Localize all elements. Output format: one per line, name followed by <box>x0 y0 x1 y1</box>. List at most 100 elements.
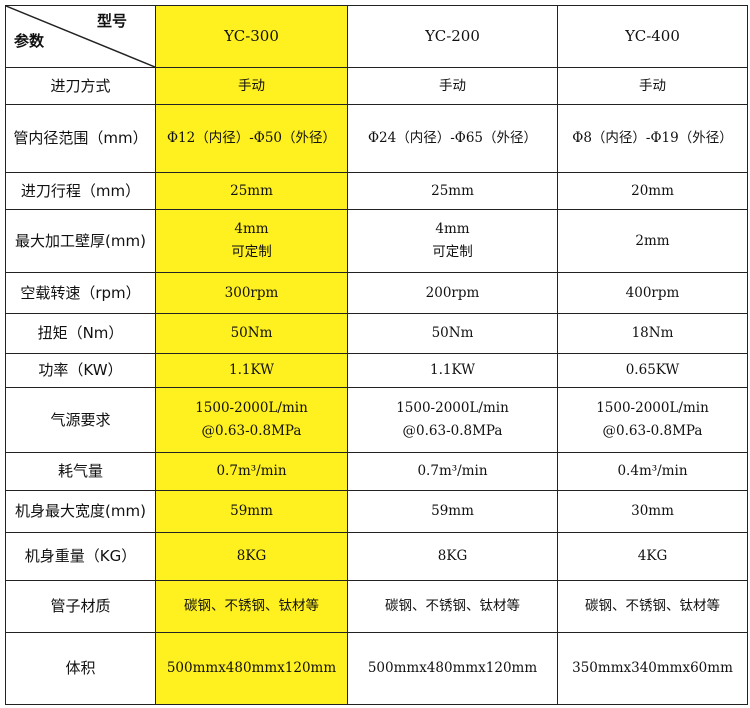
value-line: 手动 <box>439 77 466 94</box>
value-cell: 0.65KW <box>557 353 748 388</box>
value-line: 500mmx480mmx120mm <box>367 660 538 676</box>
value-cell: 4KG <box>557 532 748 581</box>
value-cell: 350mmx340mmx60mm <box>557 632 748 705</box>
param-label: 耗气量 <box>5 452 156 491</box>
value-line: @0.63-0.8MPa <box>602 423 703 439</box>
value-line: 4mm <box>234 221 269 237</box>
table-row: 体积 500mmx480mmx120mm 500mmx480mmx120mm 350m… <box>5 632 748 705</box>
value-cell: 0.4m³/min <box>557 452 748 491</box>
value-line: 2mm <box>635 232 670 249</box>
value-cell: 59mm <box>155 490 348 533</box>
param-label: 机身重量（KG） <box>5 532 156 581</box>
table-row: 最大加工壁厚(mm) 4mm 可定制 4mm 可定制 2mm <box>5 209 748 273</box>
corner-model-label: 型号 <box>96 12 127 30</box>
value-line: 4KG <box>637 548 668 564</box>
value-cell: 碳钢、不锈钢、钛材等 <box>347 580 558 633</box>
value-line: 59mm <box>431 503 474 519</box>
value-cell: 1500-2000L/min @0.63-0.8MPa <box>347 387 558 453</box>
value-cell: 300rpm <box>155 272 348 314</box>
value-cell: 4mm 可定制 <box>155 209 348 273</box>
diagonal-line <box>6 6 155 67</box>
value-cell: 手动 <box>347 67 558 105</box>
value-line: @0.63-0.8MPa <box>201 423 302 439</box>
param-label: 进刀行程（mm） <box>5 172 156 210</box>
value-line: 碳钢、不锈钢、钛材等 <box>585 598 720 614</box>
value-line: 可定制 <box>432 244 473 260</box>
param-label: 管子材质 <box>5 580 156 633</box>
value-line: 50Nm <box>431 325 474 341</box>
value-cell: 手动 <box>155 67 348 105</box>
value-line: 0.7m³/min <box>417 463 488 479</box>
spec-table: 型号 参数 YC-300 YC-200 YC-400 进刀方式 手动 手动 手动 管内径… <box>5 5 748 705</box>
table-row: 进刀方式 手动 手动 手动 <box>5 67 748 105</box>
value-cell: 1.1KW <box>347 353 558 388</box>
value-line: 350mmx340mmx60mm <box>572 660 733 676</box>
param-label: 最大加工壁厚(mm) <box>5 209 156 273</box>
value-cell: 4mm 可定制 <box>347 209 558 273</box>
value-line: 20mm <box>631 182 674 199</box>
corner-param-label: 参数 <box>14 32 45 50</box>
value-cell: 500mmx480mmx120mm <box>347 632 558 705</box>
value-cell: 200rpm <box>347 272 558 314</box>
corner-cell: 型号 参数 <box>5 5 156 68</box>
value-line: 碳钢、不锈钢、钛材等 <box>385 598 520 614</box>
value-cell: 25mm <box>155 172 348 210</box>
value-cell: 50Nm <box>347 313 558 354</box>
value-line: 0.65KW <box>625 362 680 378</box>
value-line: 1.1KW <box>229 362 274 378</box>
value-line: 1500-2000L/min <box>396 400 509 416</box>
value-cell: 2mm <box>557 209 748 273</box>
param-label: 体积 <box>5 632 156 705</box>
value-cell: Φ8（内径）-Φ19（外径） <box>557 104 748 173</box>
value-line: Φ24（内径）-Φ65（外径） <box>367 130 538 146</box>
value-line: 200rpm <box>425 284 480 301</box>
value-cell: 1.1KW <box>155 353 348 388</box>
value-line: 500mmx480mmx120mm <box>166 660 337 676</box>
value-cell: 400rpm <box>557 272 748 314</box>
value-line: 400rpm <box>625 284 680 301</box>
value-cell: 18Nm <box>557 313 748 354</box>
value-cell: 手动 <box>557 67 748 105</box>
table-row: 功率（KW） 1.1KW 1.1KW 0.65KW <box>5 353 748 388</box>
value-line: 1.1KW <box>430 362 475 378</box>
value-line: Φ12（内径）-Φ50（外径） <box>166 130 337 146</box>
value-cell: Φ24（内径）-Φ65（外径） <box>347 104 558 173</box>
value-line: 50Nm <box>230 325 273 341</box>
table-row: 机身最大宽度(mm) 59mm 59mm 30mm <box>5 490 748 533</box>
value-line: 25mm <box>431 182 474 199</box>
value-line: 手动 <box>639 77 666 94</box>
value-cell: Φ12（内径）-Φ50（外径） <box>155 104 348 173</box>
value-line: 1500-2000L/min <box>195 400 308 416</box>
value-cell: 0.7m³/min <box>155 452 348 491</box>
table-row: 管子材质 碳钢、不锈钢、钛材等 碳钢、不锈钢、钛材等 碳钢、不锈钢、钛材等 <box>5 580 748 633</box>
table-row: 机身重量（KG） 8KG 8KG 4KG <box>5 532 748 581</box>
value-line: 手动 <box>238 77 265 94</box>
value-line: 可定制 <box>231 244 272 260</box>
table-row: 进刀行程（mm） 25mm 25mm 20mm <box>5 172 748 210</box>
param-label: 功率（KW） <box>5 353 156 388</box>
value-cell: 碳钢、不锈钢、钛材等 <box>155 580 348 633</box>
value-cell: 20mm <box>557 172 748 210</box>
table-row: 管内径范围（mm） Φ12（内径）-Φ50（外径） Φ24（内径）-Φ65（外径） Φ… <box>5 104 748 173</box>
value-line: 8KG <box>236 548 267 564</box>
model-header-yc300: YC-300 <box>155 5 348 68</box>
value-line: 300rpm <box>224 284 279 301</box>
value-line: 25mm <box>230 182 273 199</box>
table-row: 空载转速（rpm） 300rpm 200rpm 400rpm <box>5 272 748 314</box>
value-cell: 50Nm <box>155 313 348 354</box>
param-label: 进刀方式 <box>5 67 156 105</box>
value-line: 1500-2000L/min <box>596 400 709 416</box>
value-line: 8KG <box>437 548 468 564</box>
value-cell: 500mmx480mmx120mm <box>155 632 348 705</box>
table-row: 耗气量 0.7m³/min 0.7m³/min 0.4m³/min <box>5 452 748 491</box>
value-cell: 59mm <box>347 490 558 533</box>
model-header-yc200: YC-200 <box>347 5 558 68</box>
table-row: 扭矩（Nm） 50Nm 50Nm 18Nm <box>5 313 748 354</box>
value-line: 18Nm <box>631 325 674 341</box>
value-line: @0.63-0.8MPa <box>402 423 503 439</box>
value-line: 59mm <box>230 503 273 519</box>
value-cell: 1500-2000L/min @0.63-0.8MPa <box>155 387 348 453</box>
param-label: 管内径范围（mm） <box>5 104 156 173</box>
value-cell: 8KG <box>347 532 558 581</box>
param-label: 扭矩（Nm） <box>5 313 156 354</box>
